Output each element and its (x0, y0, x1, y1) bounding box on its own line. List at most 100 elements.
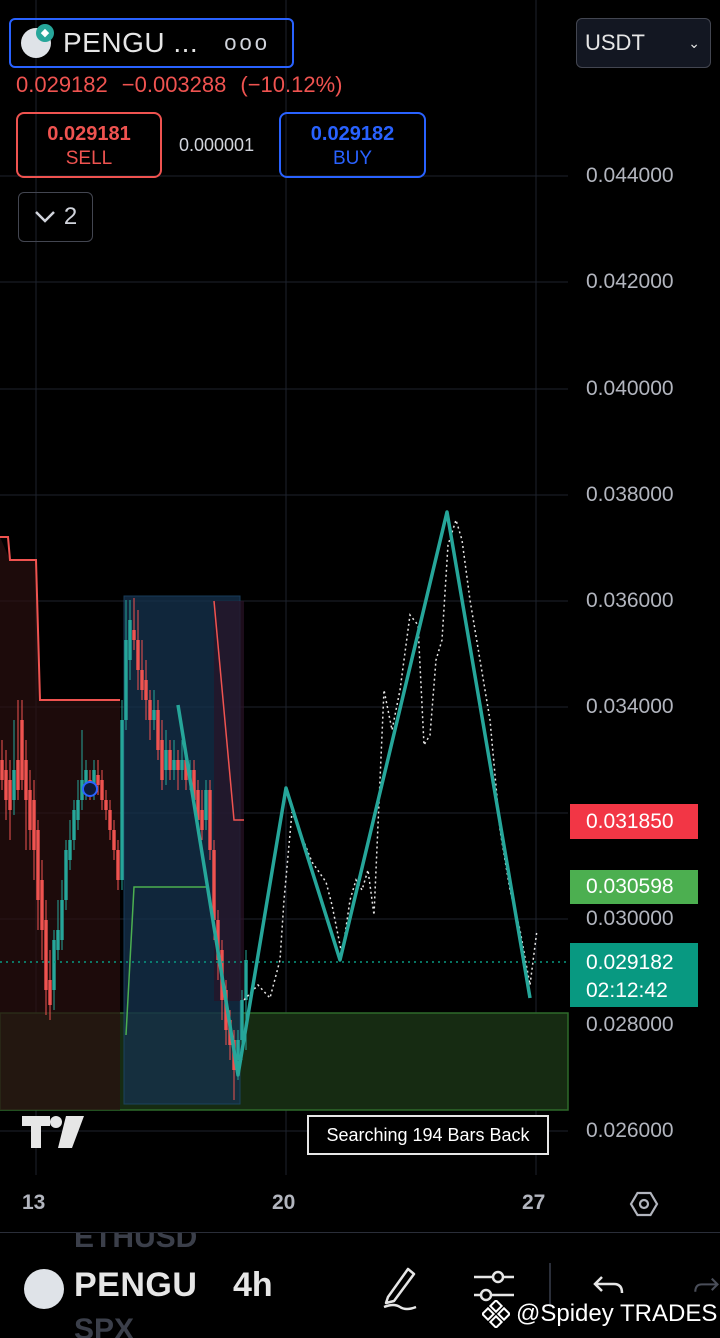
candle-body (12, 770, 16, 800)
price-axis-label: 0.038000 (586, 483, 674, 506)
candle-body (128, 620, 132, 660)
candle-body (236, 1040, 240, 1060)
bottom-toolbar: ETHUSD SPX PENGU 4h (0, 1232, 720, 1338)
pivot-marker (82, 781, 98, 797)
price-axis-label: 0.026000 (586, 1119, 674, 1142)
candle-body (60, 900, 64, 940)
candle-body (168, 750, 172, 770)
price-summary: 0.029182 −0.003288 (−10.12%) (16, 72, 357, 98)
candle-body (92, 770, 96, 790)
support-price-tag: 0.030598 (570, 870, 698, 904)
buy-label: BUY (332, 148, 373, 169)
candle-body (208, 790, 212, 850)
candle-body (156, 710, 160, 750)
candle-body (144, 680, 148, 700)
candle-body (48, 980, 52, 1005)
candle-body (136, 640, 140, 670)
currency-select[interactable]: USDT ⌄ (576, 18, 711, 68)
candle-body (28, 790, 32, 830)
price-axis-label: 0.028000 (586, 1013, 674, 1036)
sell-price: 0.029181 (47, 123, 131, 145)
candle-body (80, 780, 84, 800)
range-red-line (213, 600, 244, 821)
projection-dotted (243, 517, 538, 1001)
candle-body (16, 760, 20, 790)
last-price: 0.029182 (16, 72, 108, 97)
candle-body (104, 800, 108, 810)
candle-body (20, 720, 24, 780)
candle-body (148, 700, 152, 720)
search-status-label: Searching 194 Bars Back (307, 1115, 549, 1155)
candle-body (204, 790, 208, 820)
price-axis-label: 0.042000 (586, 270, 674, 293)
watermark-text: @Spidey TRADES (516, 1300, 718, 1327)
binance-logo-icon (482, 1300, 510, 1328)
candle-body (32, 800, 36, 850)
candle-body (212, 850, 216, 920)
bottom-symbol-button[interactable]: PENGU (74, 1266, 198, 1304)
ghost-symbol-prev: ETHUSD (74, 1232, 198, 1254)
candle-body (244, 960, 248, 1000)
buy-button[interactable]: 0.029182 BUY (279, 112, 426, 178)
candle-body (152, 710, 156, 720)
sell-label: SELL (65, 148, 113, 169)
ghost-symbol-next: SPX (74, 1313, 135, 1338)
candle-body (176, 760, 180, 770)
indicators-sliders-icon[interactable] (472, 1267, 516, 1307)
candle-body (76, 800, 80, 820)
drawing-pencil-icon[interactable] (380, 1263, 420, 1311)
current-price-value: 0.029182 (586, 951, 674, 974)
indicators-count: 2 (63, 203, 78, 230)
candle-body (108, 810, 112, 830)
price-change-percent: (−10.12%) (240, 72, 343, 97)
settings-icon (629, 1191, 659, 1217)
price-change: −0.003288 (121, 72, 227, 97)
interval-button[interactable]: 4h (233, 1266, 273, 1304)
candle-body (200, 810, 204, 830)
redo-icon[interactable] (692, 1273, 720, 1299)
candle-body (96, 775, 100, 785)
resistance-line (0, 536, 120, 701)
candle-body (84, 770, 88, 790)
projection-path (176, 510, 532, 1077)
candle-body (100, 780, 104, 800)
bar-countdown: 02:12:42 (586, 979, 668, 1002)
candle-body (44, 920, 48, 990)
watermark: @Spidey TRADES (482, 1300, 717, 1328)
candle-body (64, 850, 68, 900)
symbol-selector[interactable]: ◆ PENGU ... ooo (9, 18, 294, 68)
pengu-logo-icon (24, 1269, 64, 1309)
price-chart[interactable] (0, 0, 720, 1230)
candle-body (116, 850, 120, 880)
buy-price: 0.029182 (310, 123, 395, 145)
chevron-down-icon (34, 211, 55, 223)
more-icon[interactable]: ooo (224, 30, 270, 55)
candle-body (196, 790, 200, 820)
undo-icon[interactable] (592, 1273, 626, 1299)
candle-body (132, 630, 136, 640)
price-axis-label: 0.040000 (586, 377, 674, 400)
time-axis-label: 27 (522, 1191, 546, 1214)
candle-body (72, 810, 76, 840)
candle-body (0, 760, 4, 780)
currency-value: USDT (585, 30, 645, 55)
time-axis-label: 13 (22, 1191, 46, 1214)
candle-body (112, 830, 116, 850)
indicators-toggle-button[interactable]: 2 (18, 192, 93, 242)
candle-body (184, 760, 188, 780)
resistance-price-tag: 0.031850 (570, 804, 698, 839)
chevron-down-icon: ⌄ (688, 34, 700, 51)
candle-body (164, 750, 168, 770)
exchange-badge-icon: ◆ (36, 24, 54, 42)
price-axis-label: 0.034000 (586, 695, 674, 718)
candle-body (24, 760, 28, 800)
candle-body (68, 840, 72, 860)
resistance-zone (0, 537, 120, 1110)
sell-button[interactable]: 0.029181 SELL (16, 112, 162, 178)
candle-body (192, 770, 196, 800)
current-price-tag: 0.029182 02:12:42 (570, 943, 698, 1007)
candle-body (240, 1000, 244, 1040)
candle-body (160, 740, 164, 780)
candle-body (8, 780, 12, 810)
price-axis-label: 0.030000 (586, 907, 674, 930)
